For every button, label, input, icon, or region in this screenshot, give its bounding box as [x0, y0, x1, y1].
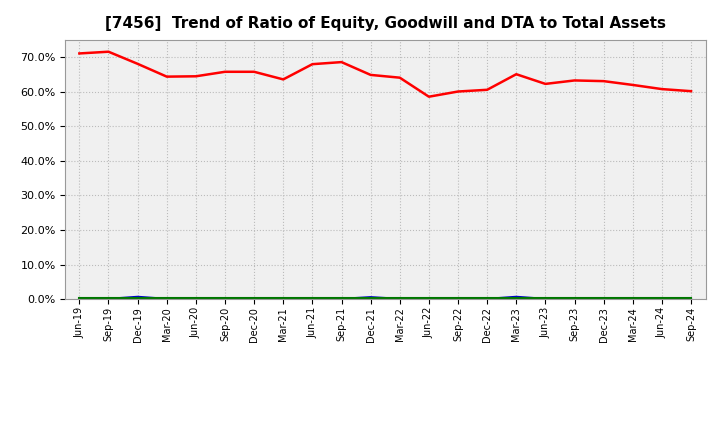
Deferred Tax Assets	[308, 295, 317, 301]
Equity	[75, 51, 84, 56]
Deferred Tax Assets	[133, 295, 142, 301]
Goodwill	[395, 296, 404, 301]
Deferred Tax Assets	[220, 295, 229, 301]
Equity	[220, 69, 229, 74]
Equity	[104, 49, 113, 55]
Equity	[599, 78, 608, 84]
Goodwill	[657, 296, 666, 301]
Equity	[425, 94, 433, 99]
Equity	[133, 61, 142, 66]
Deferred Tax Assets	[192, 295, 200, 301]
Deferred Tax Assets	[366, 295, 375, 301]
Goodwill	[629, 296, 637, 301]
Equity	[279, 77, 287, 82]
Goodwill	[133, 294, 142, 299]
Deferred Tax Assets	[541, 295, 550, 301]
Equity	[687, 88, 696, 94]
Goodwill	[75, 296, 84, 301]
Equity	[366, 72, 375, 77]
Goodwill	[192, 296, 200, 301]
Goodwill	[337, 296, 346, 301]
Deferred Tax Assets	[250, 295, 258, 301]
Equity	[629, 82, 637, 88]
Goodwill	[687, 296, 696, 301]
Deferred Tax Assets	[454, 295, 462, 301]
Goodwill	[570, 296, 579, 301]
Equity	[395, 75, 404, 81]
Equity	[657, 86, 666, 92]
Deferred Tax Assets	[337, 295, 346, 301]
Goodwill	[599, 296, 608, 301]
Equity	[192, 73, 200, 79]
Deferred Tax Assets	[395, 295, 404, 301]
Deferred Tax Assets	[163, 295, 171, 301]
Deferred Tax Assets	[570, 295, 579, 301]
Goodwill	[279, 296, 287, 301]
Deferred Tax Assets	[629, 295, 637, 301]
Equity	[541, 81, 550, 87]
Title: [7456]  Trend of Ratio of Equity, Goodwill and DTA to Total Assets: [7456] Trend of Ratio of Equity, Goodwil…	[104, 16, 666, 32]
Equity	[454, 89, 462, 94]
Goodwill	[454, 296, 462, 301]
Goodwill	[308, 296, 317, 301]
Deferred Tax Assets	[657, 295, 666, 301]
Equity	[250, 69, 258, 74]
Deferred Tax Assets	[425, 295, 433, 301]
Equity	[163, 74, 171, 79]
Goodwill	[541, 296, 550, 301]
Goodwill	[425, 296, 433, 301]
Goodwill	[250, 296, 258, 301]
Equity	[308, 62, 317, 67]
Line: Goodwill: Goodwill	[79, 297, 691, 299]
Deferred Tax Assets	[104, 295, 113, 301]
Goodwill	[483, 296, 492, 301]
Deferred Tax Assets	[687, 295, 696, 301]
Deferred Tax Assets	[75, 295, 84, 301]
Equity	[570, 78, 579, 83]
Equity	[512, 72, 521, 77]
Goodwill	[220, 296, 229, 301]
Goodwill	[104, 296, 113, 301]
Deferred Tax Assets	[599, 295, 608, 301]
Equity	[337, 59, 346, 65]
Equity	[483, 87, 492, 92]
Deferred Tax Assets	[279, 295, 287, 301]
Goodwill	[366, 294, 375, 300]
Deferred Tax Assets	[512, 295, 521, 301]
Goodwill	[163, 296, 171, 301]
Deferred Tax Assets	[483, 295, 492, 301]
Line: Equity: Equity	[79, 52, 691, 97]
Goodwill	[512, 294, 521, 299]
